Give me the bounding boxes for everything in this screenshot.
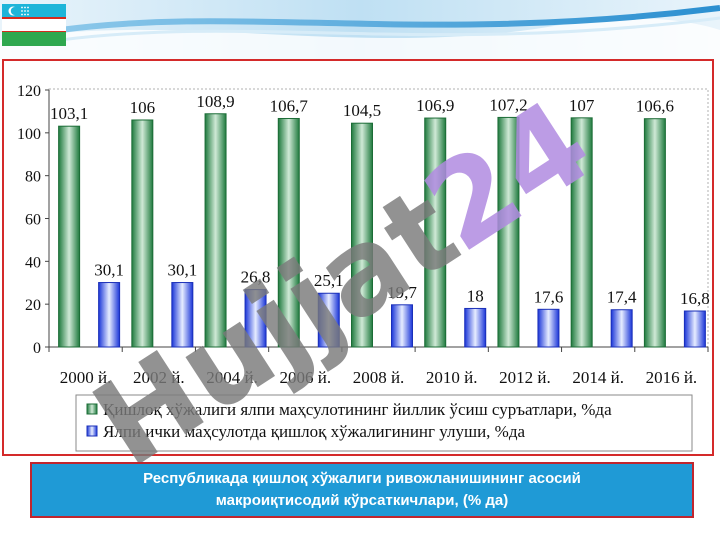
bar-series-1 xyxy=(570,117,593,348)
data-label-series-1: 106,7 xyxy=(270,96,309,115)
uzbekistan-flag-icon xyxy=(2,4,66,46)
data-label-series-2: 16,8 xyxy=(680,289,710,308)
y-tick-label: 60 xyxy=(25,212,41,229)
bar-series-2 xyxy=(171,282,194,348)
x-tick-label: 2012 й. xyxy=(499,368,551,387)
y-tick-label: 80 xyxy=(25,169,41,186)
data-label-series-2: 18 xyxy=(467,286,484,305)
x-tick-label: 2014 й. xyxy=(572,368,624,387)
y-tick-label: 100 xyxy=(17,126,41,143)
data-label-series-2: 17,6 xyxy=(534,287,564,306)
y-tick-label: 0 xyxy=(33,340,41,357)
bar-series-1 xyxy=(424,117,447,348)
data-label-series-1: 107,2 xyxy=(489,95,527,114)
chart-frame: 0 20 40 60 80 100 120 2000 й. 2002 й. 2004 й. 2006… xyxy=(2,59,714,456)
data-label-series-1: 103,1 xyxy=(50,104,88,123)
data-label-series-1: 106,6 xyxy=(636,97,674,116)
legend-box xyxy=(75,394,693,452)
legend-swatch-series-1 xyxy=(86,403,98,415)
legend-label-series-2: Ялпи ички маҳсулотда қишлоқ хўжалигининг… xyxy=(103,422,525,441)
header-band xyxy=(0,0,720,60)
y-tick-label: 120 xyxy=(17,83,41,100)
bar-series-2 xyxy=(537,308,560,348)
bar-series-2 xyxy=(317,292,340,348)
data-label-series-2: 30,1 xyxy=(94,261,124,280)
x-tick-label: 2008 й. xyxy=(353,368,405,387)
data-label-series-1: 106 xyxy=(130,98,156,117)
x-tick-label: 2010 й. xyxy=(426,368,478,387)
data-label-series-1: 108,9 xyxy=(196,92,234,111)
data-label-series-1: 104,5 xyxy=(343,101,381,120)
bar-chart: 0 20 40 60 80 100 120 2000 й. 2002 й. 2004 й. 2006… xyxy=(17,83,710,452)
bar-series-1 xyxy=(351,122,373,348)
caption-text: Республикада қишлоқ хўжалиги ривожланиши… xyxy=(143,470,581,509)
bar-series-2 xyxy=(610,309,633,348)
data-label-series-1: 106,9 xyxy=(416,96,454,115)
x-tick-label: 2016 й. xyxy=(646,368,698,387)
legend-label-series-1: Қишлоқ хўжалиги ялпи маҳсулотининг йилли… xyxy=(103,400,612,419)
data-label-series-2: 26,8 xyxy=(241,268,271,287)
data-label-series-2: 17,4 xyxy=(607,288,637,307)
bar-series-1 xyxy=(277,117,300,348)
bar-series-1 xyxy=(497,116,520,348)
bar-series-1 xyxy=(643,118,666,348)
y-tick-label: 20 xyxy=(25,297,41,314)
data-label-series-1: 107 xyxy=(569,96,595,115)
bar-series-1 xyxy=(58,125,81,348)
x-tick-label: 2004 й. xyxy=(206,368,258,387)
caption-box: Республикада қишлоқ хўжалиги ривожланиши… xyxy=(30,462,694,518)
bar-series-1 xyxy=(131,119,154,348)
bar-series-2 xyxy=(244,289,267,348)
bar-series-2 xyxy=(683,310,706,348)
data-label-series-2: 30,1 xyxy=(167,261,197,280)
bar-series-2 xyxy=(464,307,487,348)
data-label-series-2: 25,1 xyxy=(314,271,344,290)
legend-swatch-series-2 xyxy=(86,425,98,437)
y-tick-label: 40 xyxy=(25,254,41,271)
bar-series-1 xyxy=(204,113,227,348)
x-tick-label: 2000 й. xyxy=(60,368,112,387)
x-tick-label: 2006 й. xyxy=(279,368,331,387)
bar-series-2 xyxy=(391,304,413,348)
header-wave-graphic xyxy=(0,0,720,60)
x-tick-label: 2002 й. xyxy=(133,368,185,387)
bar-series-2 xyxy=(98,282,121,348)
data-label-series-2: 19,7 xyxy=(387,283,417,302)
